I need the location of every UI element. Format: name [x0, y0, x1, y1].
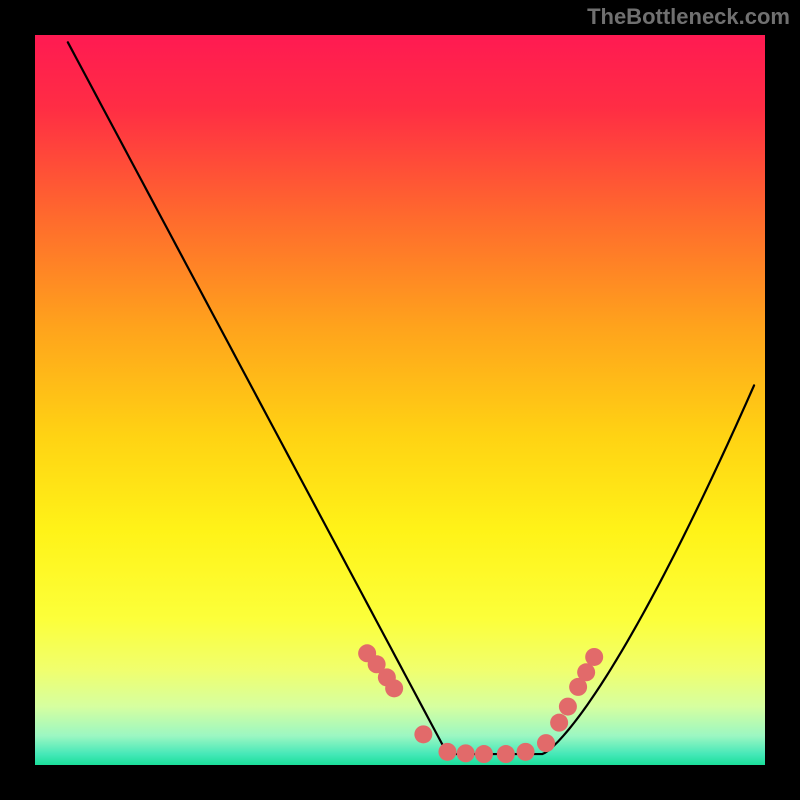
curve-marker	[517, 743, 535, 761]
curve-marker	[475, 745, 493, 763]
chart-gradient-background	[35, 35, 765, 765]
curve-marker	[457, 744, 475, 762]
curve-marker	[537, 734, 555, 752]
curve-marker	[585, 648, 603, 666]
curve-marker	[497, 745, 515, 763]
chart-container: TheBottleneck.com	[0, 0, 800, 800]
curve-marker	[414, 725, 432, 743]
curve-marker	[438, 743, 456, 761]
curve-marker	[385, 679, 403, 697]
curve-marker	[559, 698, 577, 716]
curve-marker	[577, 663, 595, 681]
curve-marker	[550, 714, 568, 732]
watermark-text: TheBottleneck.com	[587, 4, 790, 30]
bottleneck-chart	[0, 0, 800, 800]
